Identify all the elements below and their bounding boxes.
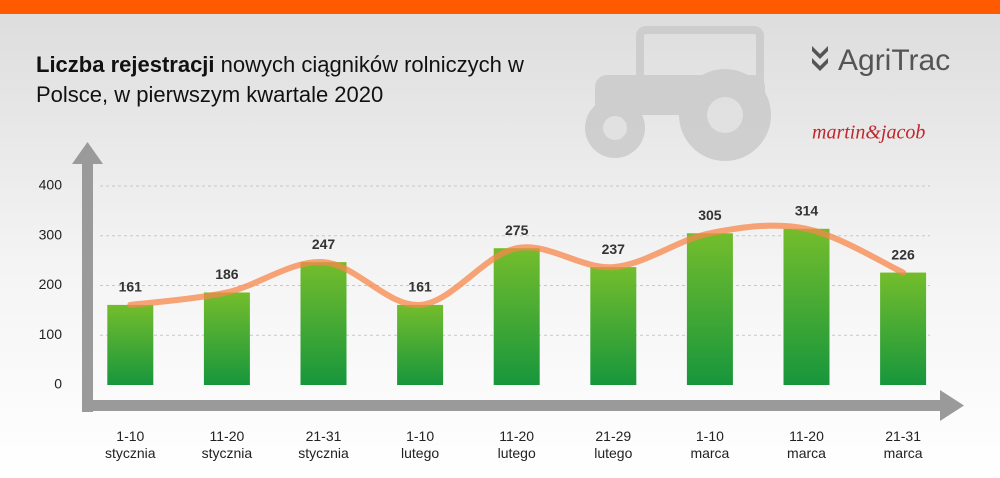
tractor-illustration — [585, 26, 771, 161]
y-tick-label: 300 — [39, 226, 63, 242]
y-tick-label: 100 — [39, 326, 63, 342]
bar — [590, 267, 637, 385]
trend-line — [127, 222, 907, 308]
x-tick-label: 11-20 stycznia — [201, 428, 253, 461]
bar — [493, 248, 540, 385]
value-label: 237 — [602, 241, 626, 257]
x-tick-label: 21-29 lutego — [594, 428, 633, 461]
logo-mark — [812, 46, 828, 71]
y-tick-label: 200 — [39, 276, 63, 292]
value-label: 314 — [795, 202, 819, 218]
value-label: 186 — [215, 266, 239, 282]
x-tick-label: 21-31 stycznia — [298, 428, 349, 461]
value-label: 226 — [891, 246, 915, 262]
bar — [686, 233, 733, 385]
bar — [880, 272, 927, 385]
x-tick-label: 1-10 marca — [690, 428, 730, 461]
x-tick-label: 1-10 stycznia — [105, 428, 156, 461]
signature: martin&jacob — [812, 122, 925, 144]
y-tick-label: 0 — [54, 376, 62, 392]
logo: AgriTrac — [838, 44, 950, 77]
x-tick-label: 11-20 lutego — [497, 428, 536, 461]
axes — [72, 142, 964, 421]
value-label: 161 — [408, 279, 432, 295]
bar — [783, 228, 830, 385]
x-tick-label: 1-10 lutego — [401, 428, 440, 461]
top-bar — [0, 0, 1000, 14]
value-label: 305 — [698, 207, 722, 223]
x-tick-label: 11-20 marca — [787, 428, 826, 461]
chart-title: Liczba rejestracji nowych ciągników roln… — [36, 50, 596, 110]
title-rest: nowych ciągników rolniczych w Polsce, w … — [36, 52, 524, 107]
x-tick-label: 21-31 marca — [883, 428, 923, 461]
bar — [203, 292, 250, 385]
y-tick-label: 400 — [39, 177, 63, 193]
bar — [300, 262, 347, 385]
value-label: 161 — [119, 279, 143, 295]
bar — [397, 304, 444, 385]
title-bold: Liczba rejestracji — [36, 52, 215, 77]
bar — [107, 304, 154, 385]
value-label: 247 — [312, 236, 336, 252]
value-label: 275 — [505, 222, 529, 238]
